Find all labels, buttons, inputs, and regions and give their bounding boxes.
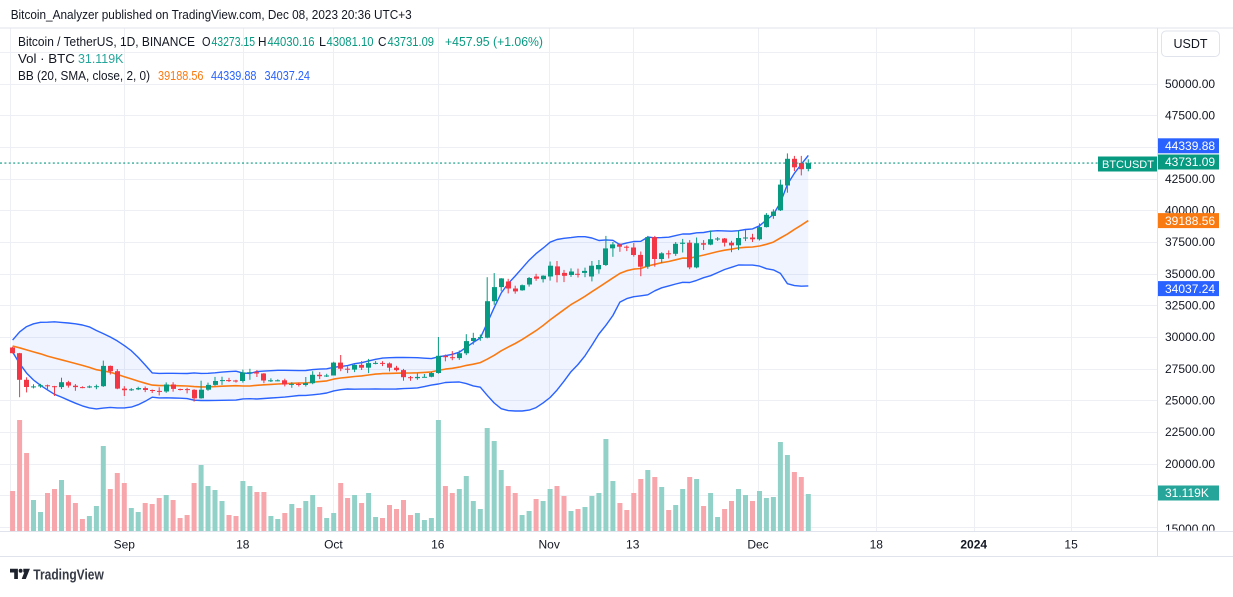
svg-text:Bitcoin_Analyzer published on: Bitcoin_Analyzer published on TradingVie…	[11, 7, 412, 22]
svg-text:Oct: Oct	[324, 538, 343, 552]
svg-text:22500.00: 22500.00	[1165, 425, 1215, 439]
svg-text:34037.24: 34037.24	[1165, 282, 1215, 296]
svg-text:18: 18	[870, 538, 884, 552]
svg-text:Nov: Nov	[539, 538, 560, 552]
svg-text:BTCUSDT: BTCUSDT	[1102, 159, 1154, 171]
svg-text:Sep: Sep	[114, 538, 136, 552]
svg-text:TradingView: TradingView	[33, 567, 104, 584]
svg-text:32500.00: 32500.00	[1165, 299, 1215, 313]
svg-text:Bitcoin / TetherUS, 1D, BINANC: Bitcoin / TetherUS, 1D, BINANCE O43273.15…	[18, 35, 543, 49]
svg-text:18: 18	[236, 538, 250, 552]
svg-text:USDT: USDT	[1173, 37, 1207, 51]
svg-text:47500.00: 47500.00	[1165, 109, 1215, 123]
svg-text:20000.00: 20000.00	[1165, 457, 1215, 471]
svg-text:37500.00: 37500.00	[1165, 235, 1215, 249]
svg-text:15: 15	[1064, 538, 1078, 552]
svg-text:25000.00: 25000.00	[1165, 394, 1215, 408]
svg-text:35000.00: 35000.00	[1165, 267, 1215, 281]
svg-text:13: 13	[626, 538, 640, 552]
svg-text:50000.00: 50000.00	[1165, 77, 1215, 91]
svg-text:39188.56: 39188.56	[1165, 214, 1215, 228]
svg-text:31.119K: 31.119K	[1165, 486, 1209, 500]
svg-text:15000.00: 15000.00	[1165, 522, 1215, 536]
svg-text:43731.09: 43731.09	[1165, 155, 1215, 169]
svg-text:2024: 2024	[960, 538, 987, 552]
svg-text:16: 16	[431, 538, 445, 552]
svg-text:Dec: Dec	[747, 538, 768, 552]
svg-text:30000.00: 30000.00	[1165, 330, 1215, 344]
svg-text:BB (20, SMA, close, 2, 0)39188: BB (20, SMA, close, 2, 0) 39188.56 44339.8…	[18, 69, 310, 83]
svg-text:44339.88: 44339.88	[1165, 139, 1215, 153]
svg-text:42500.00: 42500.00	[1165, 172, 1215, 186]
svg-text:27500.00: 27500.00	[1165, 362, 1215, 376]
